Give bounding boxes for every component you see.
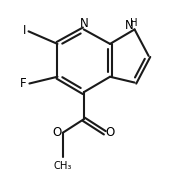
Text: O: O [53, 126, 62, 139]
Text: N: N [80, 17, 89, 30]
Text: CH₃: CH₃ [54, 161, 72, 171]
Text: O: O [106, 126, 115, 139]
Text: F: F [19, 77, 26, 90]
Text: I: I [22, 24, 26, 37]
Text: H: H [130, 18, 137, 28]
Text: N: N [125, 19, 134, 32]
